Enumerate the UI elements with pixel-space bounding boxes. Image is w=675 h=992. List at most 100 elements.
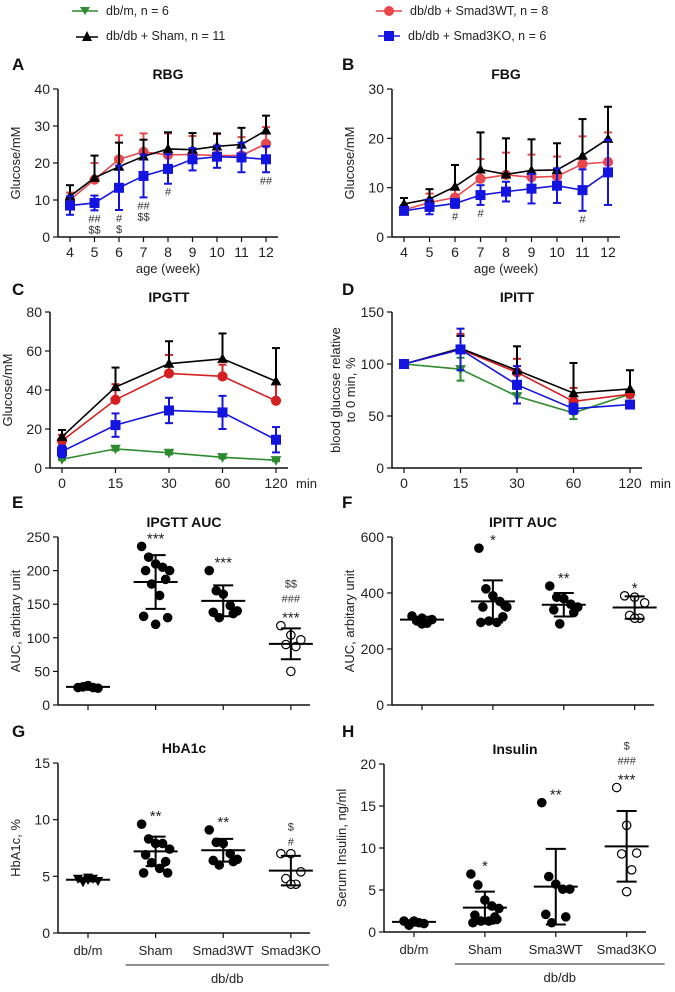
panel-e: E IPGTT AUC 0 50 100 150 200 250 AUC, arbitary u… — [8, 493, 313, 713]
chart-title: Insulin — [492, 741, 537, 757]
data-point — [611, 782, 622, 793]
data-point — [474, 543, 484, 553]
data-point — [475, 163, 486, 174]
data-point — [110, 394, 121, 405]
series-db-db-smad3ko — [399, 138, 613, 216]
data-point — [536, 797, 547, 808]
data-point — [546, 917, 557, 928]
legend-item-dbm: db/m, n = 6 — [72, 4, 169, 18]
data-point — [577, 158, 588, 170]
data-point — [110, 444, 121, 455]
group-db/m — [392, 916, 436, 931]
panel-label: F — [342, 493, 352, 512]
legend-item-smad3wt: db/db + Smad3WT, n = 8 — [376, 4, 548, 18]
y-axis-label: AUC, arbitary unit — [8, 569, 23, 672]
panel-label: A — [12, 55, 24, 74]
data-point — [214, 612, 225, 623]
y-tick-label: 0 — [42, 229, 50, 245]
significance-annotation: # — [288, 837, 295, 849]
significance-annotation: ** — [558, 570, 570, 587]
series-db-db-smad3ko — [399, 327, 635, 415]
group-smad3wt: ** — [201, 814, 246, 870]
data-point — [512, 379, 522, 390]
y-tick-label: 30 — [34, 118, 50, 134]
panel-h: H Insulin 0 5 10 15 20 Serum Insulin, ng/ml db/m… — [334, 722, 665, 985]
x-tick-label: db/m — [74, 943, 103, 958]
series-db-db-smad3ko — [65, 141, 271, 216]
group-smad3wt: *** — [201, 555, 246, 623]
significance-annotation: # — [579, 214, 586, 226]
chart-title: IPGTT — [148, 289, 190, 305]
significance-annotation: *** — [618, 772, 636, 789]
data-point — [568, 403, 579, 414]
data-point — [160, 856, 171, 867]
x-tick-label: Sham — [139, 943, 173, 958]
legend-item-sham: db/db + Sham, n = 11 — [76, 29, 225, 43]
x-tick-label: 6 — [115, 244, 123, 260]
data-point — [136, 541, 147, 552]
group-sham: *** — [133, 530, 178, 630]
panel-label: D — [342, 280, 354, 299]
data-point — [450, 198, 460, 209]
data-point — [492, 914, 502, 925]
data-point — [484, 616, 494, 626]
y-tick-label: 30 — [368, 81, 384, 97]
x-tick-label: 5 — [426, 244, 434, 260]
y-tick-label: 80 — [26, 304, 42, 320]
data-point — [554, 618, 565, 629]
data-point — [639, 597, 650, 608]
data-point — [138, 611, 149, 622]
data-point — [603, 167, 613, 178]
x-tick-label: 8 — [164, 244, 172, 260]
y-tick-label: 0 — [376, 229, 384, 245]
data-point — [89, 172, 100, 182]
significance-annotation: ## — [137, 200, 150, 212]
data-point — [501, 186, 511, 197]
data-point — [236, 152, 247, 163]
data-point — [110, 420, 121, 431]
figure-legend: db/m, n = 6 db/db + Smad3WT, n = 8 db/db… — [0, 0, 675, 52]
panel-label: E — [12, 493, 23, 512]
data-point — [204, 825, 215, 835]
y-axis-label: AUC, arbitary unit — [342, 569, 357, 672]
x-axis-label: min — [296, 476, 317, 491]
data-point — [140, 565, 151, 576]
data-point — [621, 886, 632, 897]
significance-annotation: * — [490, 532, 496, 549]
panel-label: G — [12, 722, 25, 741]
group-sham: * — [470, 532, 515, 628]
data-point — [89, 197, 100, 208]
data-point — [217, 407, 228, 418]
data-point — [631, 848, 642, 858]
x-axis-label: age (week) — [136, 261, 200, 276]
data-point — [114, 182, 124, 193]
significance-annotation: ** — [150, 808, 162, 825]
data-point — [540, 909, 551, 920]
y-tick-label: 150 — [361, 304, 385, 320]
x-tick-label: 15 — [453, 475, 469, 491]
x-tick-label: 0 — [58, 475, 66, 491]
data-point — [543, 871, 554, 882]
significance-annotation: # — [116, 213, 123, 225]
y-tick-label: 0 — [376, 697, 384, 713]
legend-marker-triangle-up-icon — [76, 31, 98, 41]
y-tick-label: 40 — [26, 382, 42, 398]
data-point — [478, 602, 488, 612]
y-axis-label: HbA1c, % — [8, 819, 23, 877]
data-point — [138, 868, 149, 878]
data-point — [110, 381, 121, 392]
y-tick-label: 20 — [34, 155, 50, 171]
legend-item-smad3ko: db/db + Smad3KO, n = 6 — [378, 29, 546, 43]
x-tick-label: 30 — [509, 475, 525, 491]
x-tick-label: 9 — [528, 244, 536, 260]
x-tick-label: 120 — [618, 475, 642, 491]
data-point — [500, 168, 512, 179]
y-tick-label: 250 — [27, 529, 51, 545]
x-tick-label: 60 — [215, 475, 231, 491]
y-tick-label: 0 — [368, 924, 376, 940]
y-tick-label: 50 — [368, 408, 384, 424]
panel-label: C — [12, 280, 24, 299]
panel-label: H — [342, 722, 354, 741]
